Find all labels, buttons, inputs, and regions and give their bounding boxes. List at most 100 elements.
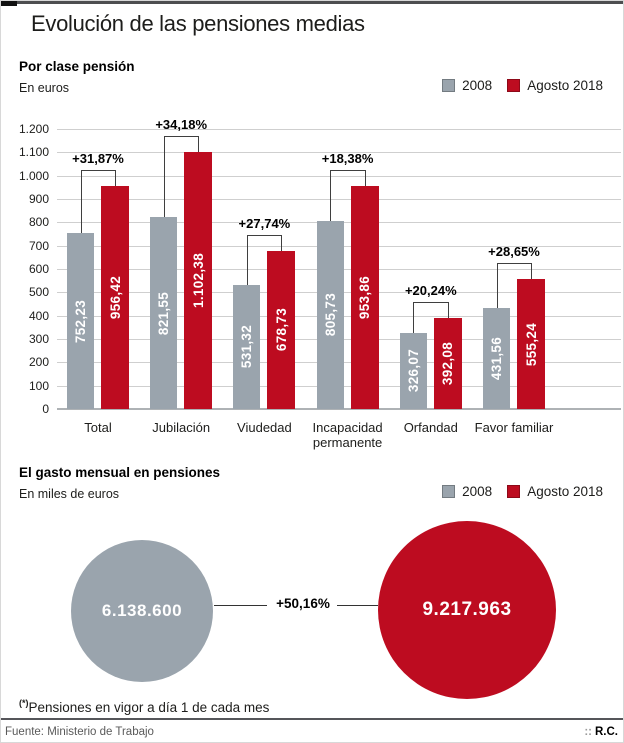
- legend-swatch-2008-icon: [442, 485, 456, 498]
- bar-2008-4: 326,07: [399, 332, 427, 409]
- bracket-line: [496, 263, 498, 309]
- bar-2018-0: 956,42: [101, 185, 129, 409]
- y-axis-tick-label: 0: [42, 402, 49, 416]
- gridline: [57, 129, 621, 130]
- bracket-line: [198, 135, 200, 152]
- bubble-chart: 6.138.600 +50,16% 9.217.963: [1, 506, 623, 706]
- legend-bubble-chart: 2008 Agosto 2018: [442, 484, 611, 499]
- footer-bar: Fuente: Ministerio de Trabajo :: R.C.: [1, 718, 623, 742]
- bar-2008-3: 805,73: [316, 220, 344, 409]
- bubble-2008: 6.138.600: [71, 540, 213, 682]
- bar-value-label: 956,42: [107, 275, 123, 319]
- bracket-line: [80, 169, 115, 171]
- bracket-line: [413, 301, 448, 303]
- category-label: Viudedad: [237, 420, 292, 435]
- bubble-pct-change: +50,16%: [276, 596, 330, 611]
- bar-2018-5: 555,24: [517, 279, 545, 409]
- bar-2018-3: 953,86: [350, 186, 379, 409]
- page-title: Evolución de las pensiones medias: [31, 11, 365, 36]
- y-axis-tick-label: 700: [28, 238, 49, 253]
- bar-value-label: 431,56: [489, 337, 504, 381]
- bar-2008-1: 821,55: [150, 217, 178, 409]
- pct-change-label: +31,87%: [72, 150, 124, 166]
- bubble-2018-value: 9.217.963: [422, 599, 512, 620]
- top-divider-bar: [1, 1, 623, 6]
- bracket-line: [163, 135, 199, 137]
- bracket-line: [80, 169, 82, 234]
- bracket-line: [496, 263, 531, 265]
- source-credit: Fuente: Ministerio de Trabajo: [5, 726, 154, 738]
- bracket-line: [330, 170, 365, 172]
- bar-value-label: 326,07: [405, 349, 421, 393]
- bar-value-label: 752,23: [73, 299, 88, 343]
- bar-2018-2: 678,73: [267, 250, 296, 409]
- pct-change-label: +34,18%: [155, 116, 208, 132]
- gridline: [57, 152, 621, 154]
- credit-initials: R.C.: [595, 726, 618, 738]
- y-axis-tick-label: 100: [28, 378, 49, 393]
- gridline: [57, 175, 621, 177]
- bracket-line: [413, 301, 415, 333]
- bar-2018-1: 1.102,38: [184, 151, 213, 409]
- legend-label-2018: Agosto 2018: [527, 484, 603, 499]
- bar-2008-0: 752,23: [67, 233, 94, 409]
- legend-label-2018: Agosto 2018: [527, 78, 603, 93]
- bracket-line: [447, 301, 449, 318]
- y-axis-tick-label: 400: [28, 308, 49, 323]
- bar-2018-4: 392,08: [433, 317, 462, 409]
- pct-change-label: +28,65%: [488, 244, 540, 260]
- bubble-section-title: El gasto mensual en pensiones: [19, 465, 221, 480]
- bracket-line: [115, 169, 116, 186]
- legend-swatch-2018-icon: [507, 485, 521, 498]
- y-axis-tick-label: 1.200: [18, 122, 49, 136]
- bar-value-label: 953,86: [357, 276, 373, 320]
- pct-change-label: +20,24%: [404, 282, 457, 298]
- bracket-line: [163, 135, 165, 218]
- footnote-text: Pensiones en vigor a día 1 de cada mes: [28, 700, 270, 715]
- gridline: [57, 199, 621, 200]
- legend-bar-chart: 2008 Agosto 2018: [442, 78, 611, 93]
- pct-change-label: +27,74%: [238, 215, 291, 231]
- category-label: Favor familiar: [474, 420, 554, 435]
- bar-value-label: 555,24: [523, 322, 539, 366]
- bar-2008-2: 531,32: [233, 285, 261, 409]
- bar-chart: 0 100 200 300 400 500 600 700 800 900 1.000 1.100 1.…: [1, 111, 623, 463]
- legend-swatch-2018-icon: [507, 79, 521, 92]
- legend-label-2008: 2008: [462, 484, 493, 499]
- bracket-line: [246, 234, 282, 236]
- bracket-line: [330, 170, 332, 221]
- y-axis-tick-label: 800: [28, 215, 49, 230]
- bracket-line: [246, 234, 248, 286]
- legend-label-2008: 2008: [462, 78, 493, 93]
- pct-change-label: +18,38%: [321, 151, 374, 167]
- agency-credit: :: R.C.: [584, 726, 618, 738]
- footnote-marker: (*): [19, 698, 29, 708]
- y-axis-tick-label: 600: [28, 262, 49, 276]
- bar-value-label: 392,08: [440, 341, 456, 385]
- bar-2008-5: 431,56: [483, 308, 510, 409]
- x-axis-baseline: [57, 408, 621, 410]
- bracket-line: [364, 170, 366, 187]
- bar-value-label: 678,73: [273, 308, 289, 352]
- bubble-section-unit: En miles de euros: [19, 487, 120, 501]
- y-axis-tick-label: 900: [28, 192, 49, 206]
- bubble-2008-value: 6.138.600: [101, 601, 183, 620]
- category-label: Incapacidad permanente: [312, 420, 383, 450]
- bar-value-label: 1.102,38: [190, 252, 206, 308]
- bubble-2018: 9.217.963: [378, 521, 556, 699]
- bracket-line: [281, 234, 283, 251]
- bar-value-label: 805,73: [322, 293, 338, 337]
- bar-value-label: 821,55: [156, 291, 172, 335]
- category-label: Jubilación: [152, 420, 211, 435]
- top-divider-cap: [1, 1, 17, 6]
- y-axis-tick-label: 500: [28, 285, 49, 300]
- credit-dots-icon: ::: [584, 726, 592, 738]
- y-axis-tick-label: 1.000: [18, 168, 49, 183]
- bar-section-unit: En euros: [19, 81, 70, 95]
- connector-line-right: [337, 605, 378, 606]
- bar-value-label: 531,32: [239, 325, 255, 369]
- category-label: Orfandad: [403, 420, 458, 435]
- bar-section-title: Por clase pensión: [19, 59, 135, 74]
- y-axis-tick-label: 200: [28, 355, 49, 370]
